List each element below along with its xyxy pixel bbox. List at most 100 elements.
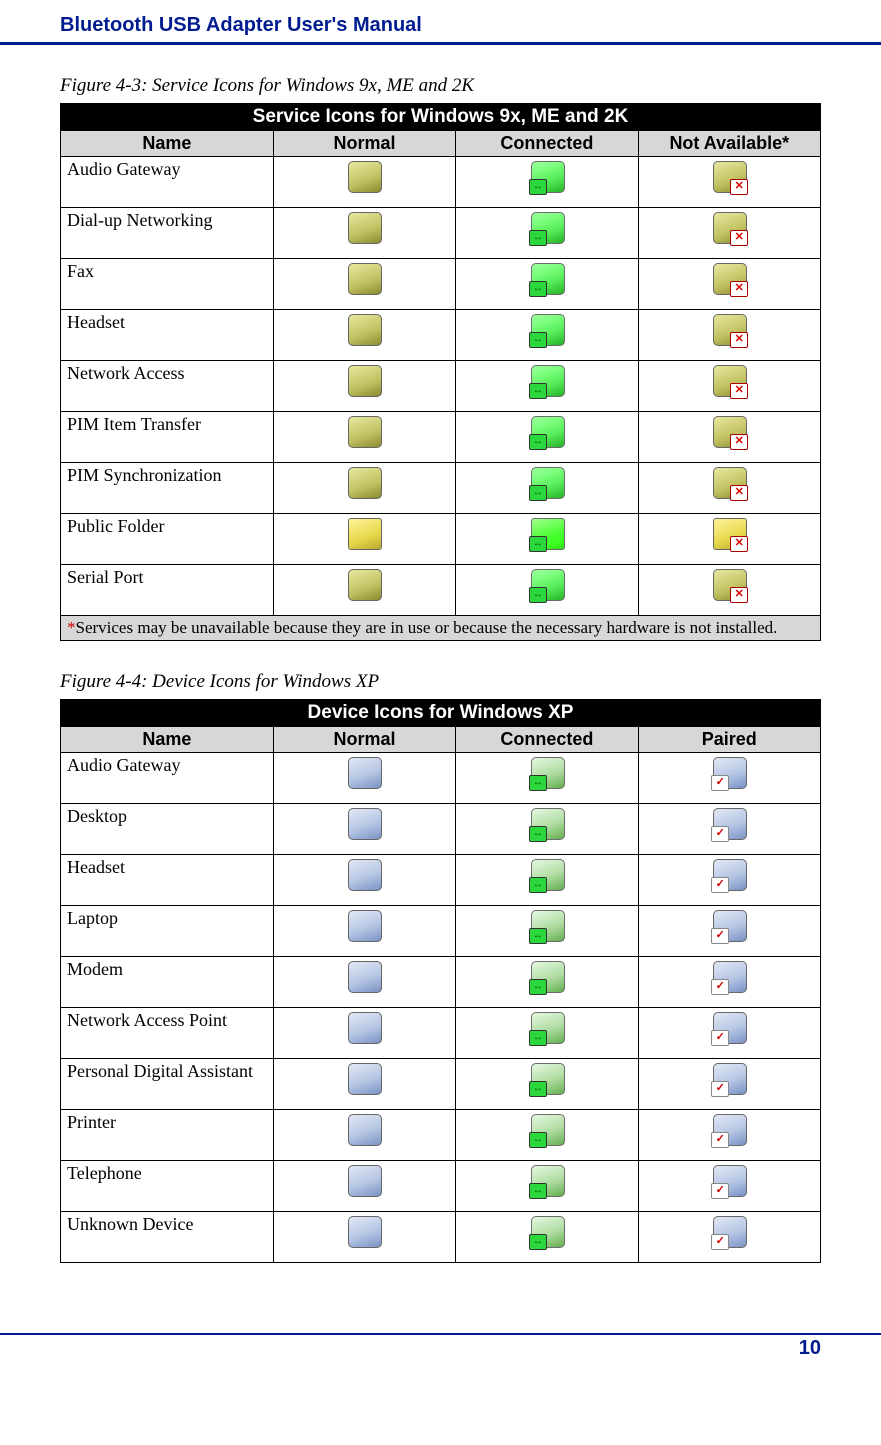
table-header-row: Name Normal Connected Paired [61, 727, 821, 753]
row-name: PIM Item Transfer [61, 412, 274, 463]
service-icon [344, 1112, 384, 1148]
not-available-badge-icon [730, 536, 748, 552]
cell-normal [273, 906, 455, 957]
cell-normal [273, 157, 455, 208]
table-row: Modem [61, 957, 821, 1008]
connected-badge-icon [529, 179, 547, 195]
cell-normal [273, 310, 455, 361]
table-title-row: Service Icons for Windows 9x, ME and 2K [61, 104, 821, 131]
table-row: Unknown Device [61, 1212, 821, 1263]
row-name: Dial-up Networking [61, 208, 274, 259]
row-name: Serial Port [61, 565, 274, 616]
connected-badge-icon [529, 332, 547, 348]
cell-connected [456, 753, 638, 804]
cell-normal [273, 1161, 455, 1212]
not-available-badge-icon [730, 281, 748, 297]
service-icon [527, 1061, 567, 1097]
row-name: Desktop [61, 804, 274, 855]
table-row: Fax [61, 259, 821, 310]
table-row: Dial-up Networking [61, 208, 821, 259]
service-icons-table: Service Icons for Windows 9x, ME and 2K … [60, 103, 821, 641]
table-title-row: Device Icons for Windows XP [61, 700, 821, 727]
table-row: PIM Item Transfer [61, 412, 821, 463]
cell-connected [456, 208, 638, 259]
service-icon [527, 210, 567, 246]
service-icon [709, 516, 749, 552]
cell-connected [456, 412, 638, 463]
service-icon [709, 567, 749, 603]
col-name: Name [61, 131, 274, 157]
table-row: Desktop [61, 804, 821, 855]
paired-badge-icon [711, 928, 729, 944]
cell-not-available [638, 157, 820, 208]
cell-paired [638, 1212, 820, 1263]
cell-normal [273, 514, 455, 565]
service-icon [344, 516, 384, 552]
cell-normal [273, 957, 455, 1008]
service-icon [709, 312, 749, 348]
cell-connected [456, 157, 638, 208]
connected-badge-icon [529, 485, 547, 501]
service-icon [527, 959, 567, 995]
table-row: Headset [61, 310, 821, 361]
cell-connected [456, 514, 638, 565]
not-available-badge-icon [730, 179, 748, 195]
paired-badge-icon [711, 979, 729, 995]
cell-normal [273, 1110, 455, 1161]
table-title: Service Icons for Windows 9x, ME and 2K [61, 104, 821, 131]
service-icon [527, 1010, 567, 1046]
service-icon [709, 363, 749, 399]
cell-paired [638, 957, 820, 1008]
cell-normal [273, 855, 455, 906]
service-icon [709, 261, 749, 297]
connected-badge-icon [529, 826, 547, 842]
device-icons-table: Device Icons for Windows XP Name Normal … [60, 699, 821, 1263]
row-name: Network Access Point [61, 1008, 274, 1059]
table-title: Device Icons for Windows XP [61, 700, 821, 727]
service-icon [344, 159, 384, 195]
service-icon [344, 1214, 384, 1250]
cell-normal [273, 208, 455, 259]
service-icon [709, 806, 749, 842]
cell-normal [273, 753, 455, 804]
service-icon [344, 857, 384, 893]
service-icon [344, 210, 384, 246]
cell-connected [456, 1212, 638, 1263]
paired-badge-icon [711, 1183, 729, 1199]
footer-rule [0, 1333, 881, 1335]
connected-badge-icon [529, 536, 547, 552]
page-number: 10 [0, 1337, 881, 1360]
cell-connected [456, 957, 638, 1008]
connected-badge-icon [529, 1183, 547, 1199]
cell-normal [273, 412, 455, 463]
col-not-available: Not Available* [638, 131, 820, 157]
table-row: Network Access Point [61, 1008, 821, 1059]
service-icon [344, 261, 384, 297]
service-icon [709, 1163, 749, 1199]
service-icon [527, 755, 567, 791]
row-name: Headset [61, 855, 274, 906]
table-row: Serial Port [61, 565, 821, 616]
service-icon [344, 908, 384, 944]
row-name: Network Access [61, 361, 274, 412]
service-icon [527, 908, 567, 944]
cell-not-available [638, 259, 820, 310]
cell-paired [638, 1008, 820, 1059]
row-name: Headset [61, 310, 274, 361]
paired-badge-icon [711, 1081, 729, 1097]
page-body: Figure 4-3: Service Icons for Windows 9x… [0, 75, 881, 1293]
service-icon [527, 414, 567, 450]
connected-badge-icon [529, 1234, 547, 1250]
cell-connected [456, 804, 638, 855]
cell-not-available [638, 514, 820, 565]
table-row: Printer [61, 1110, 821, 1161]
cell-normal [273, 1008, 455, 1059]
table-row: Personal Digital Assistant [61, 1059, 821, 1110]
cell-connected [456, 855, 638, 906]
cell-connected [456, 565, 638, 616]
cell-paired [638, 1110, 820, 1161]
row-name: Audio Gateway [61, 753, 274, 804]
row-name: Laptop [61, 906, 274, 957]
cell-normal [273, 1212, 455, 1263]
service-icon [709, 1112, 749, 1148]
